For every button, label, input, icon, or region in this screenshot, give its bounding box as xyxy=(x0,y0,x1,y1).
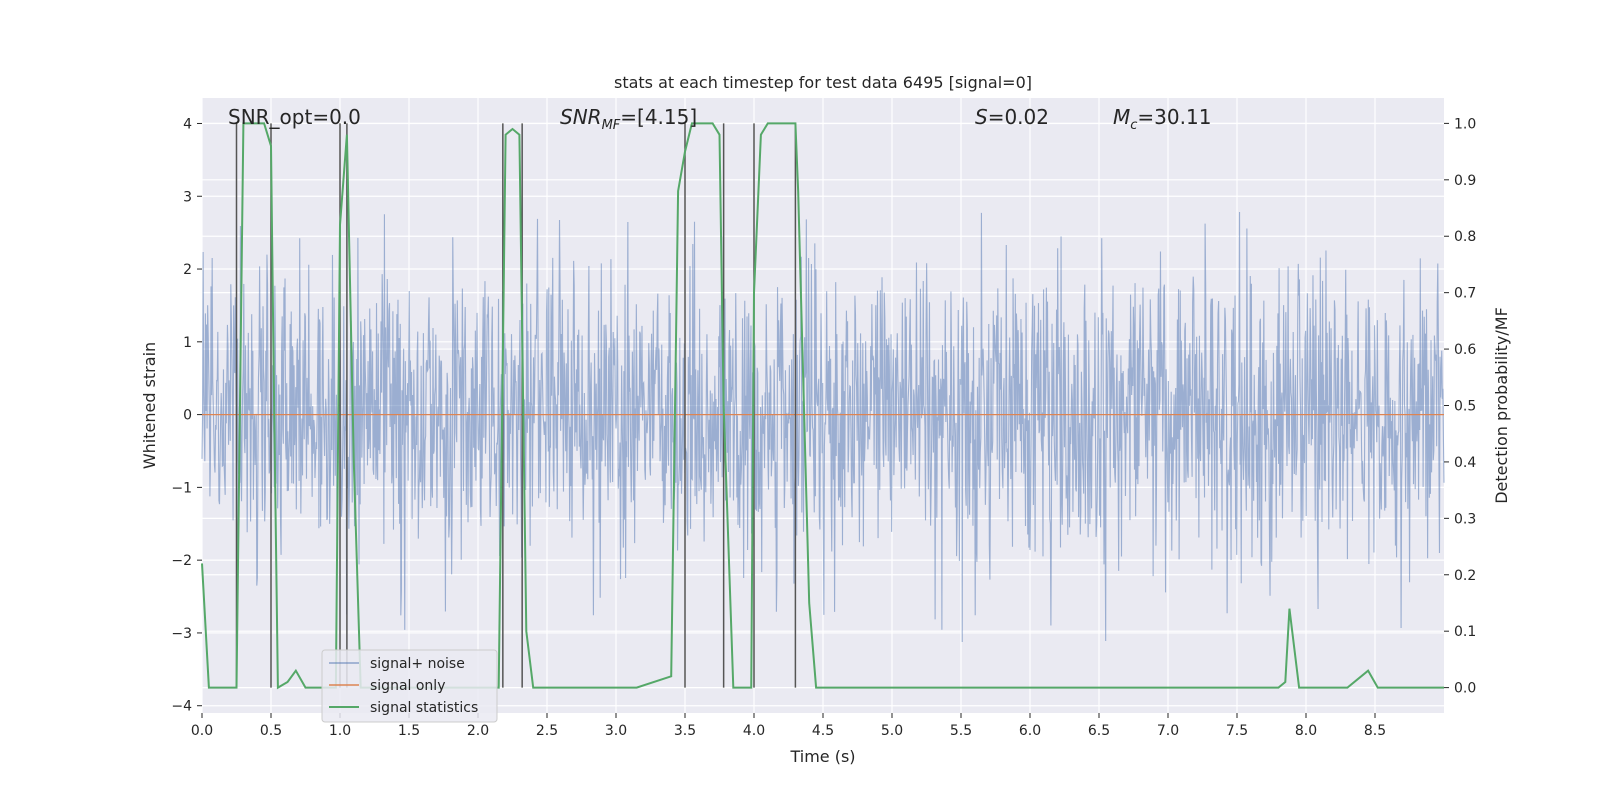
y-left-tick-label: 4 xyxy=(183,116,192,132)
legend-box xyxy=(321,649,498,723)
x-tick-label: 8.5 xyxy=(1364,723,1386,739)
annotation-snr-mf-sub: MF xyxy=(602,118,621,133)
x-tick-label: 5.0 xyxy=(881,723,903,739)
y-right-tick-label: 1.0 xyxy=(1454,116,1476,132)
axes: 0.0 0.5 1.0 1.5 2.0 2.5 3.0 3.5 4.0 4.5 5.0 5.5 6.0 6… xyxy=(171,116,1476,739)
statistics-line xyxy=(201,122,1444,690)
annotation-s-label: S xyxy=(975,105,988,129)
y-right-tick-label: 0.0 xyxy=(1454,681,1476,697)
y-left-tick-label: 0 xyxy=(183,408,192,424)
x-tick-label: 3.0 xyxy=(605,723,627,739)
noise-series xyxy=(201,211,1445,642)
annotation-mc-sub: c xyxy=(1130,118,1137,133)
legend-label-signal-only: signal only xyxy=(370,678,445,694)
signal-statistics-series xyxy=(201,122,1444,690)
y-right-tick-label: 0.4 xyxy=(1454,455,1476,471)
y-left-tick-label: −1 xyxy=(171,480,192,496)
y-left-tick-label: 1 xyxy=(183,335,192,351)
y-right-tick-label: 0.1 xyxy=(1454,624,1476,640)
annotation-snr-opt: SNR_opt=0.0 xyxy=(228,105,361,129)
y-left-tick-label: −2 xyxy=(171,553,192,569)
annotation-mc: Mc=30.11 xyxy=(1113,105,1211,133)
x-tick-label: 0.0 xyxy=(191,723,213,739)
annotation-snr-mf: SNRMF=[4.15] xyxy=(560,105,697,133)
annotation-snr-mf-value: =[4.15] xyxy=(620,105,697,129)
x-tick-label: 8.0 xyxy=(1295,723,1317,739)
chart-title: stats at each timestep for test data 649… xyxy=(614,73,1032,92)
annotation-mc-label: M xyxy=(1113,105,1130,129)
legend-label-statistics: signal statistics xyxy=(370,700,478,716)
y-left-tick-label: −4 xyxy=(171,699,192,715)
y-left-tick-label: −3 xyxy=(171,626,192,642)
x-tick-label: 5.5 xyxy=(950,723,972,739)
x-tick-label: 7.0 xyxy=(1157,723,1179,739)
x-tick-label: 7.5 xyxy=(1226,723,1248,739)
y-right-tick-label: 0.8 xyxy=(1454,229,1476,245)
x-tick-label: 0.5 xyxy=(260,723,282,739)
y-axis-left-label: Whitened strain xyxy=(140,342,159,469)
x-tick-label: 2.0 xyxy=(467,723,489,739)
y-right-tick-label: 0.7 xyxy=(1454,286,1476,302)
legend-label-noise: signal+ noise xyxy=(370,656,465,672)
x-tick-label: 2.5 xyxy=(536,723,558,739)
x-tick-label: 1.5 xyxy=(398,723,420,739)
y-axis-right-label: Detection probability/MF xyxy=(1492,307,1511,504)
y-right-tick-label: 0.3 xyxy=(1454,511,1476,527)
y-right-tick-label: 0.2 xyxy=(1454,568,1476,584)
y-left-tick-label: 3 xyxy=(183,189,192,205)
annotation-s-value: =0.02 xyxy=(988,105,1049,129)
x-tick-label: 3.5 xyxy=(674,723,696,739)
x-tick-label: 1.0 xyxy=(329,723,351,739)
noise-line xyxy=(201,211,1445,642)
x-tick-label: 6.5 xyxy=(1088,723,1110,739)
annotation-snr-mf-label: SNR xyxy=(560,105,602,129)
x-axis-label: Time (s) xyxy=(789,747,855,766)
legend: signal+ noise signal only signal statist… xyxy=(321,649,498,723)
y-left-tick-label: 2 xyxy=(183,262,192,278)
annotation-mc-value: =30.11 xyxy=(1137,105,1211,129)
x-tick-label: 4.0 xyxy=(743,723,765,739)
y-right-tick-label: 0.5 xyxy=(1454,399,1476,415)
y-right-tick-label: 0.9 xyxy=(1454,173,1476,189)
y-right-tick-label: 0.6 xyxy=(1454,342,1476,358)
annotation-s: S=0.02 xyxy=(975,105,1049,129)
x-tick-label: 6.0 xyxy=(1019,723,1041,739)
x-tick-label: 4.5 xyxy=(812,723,834,739)
